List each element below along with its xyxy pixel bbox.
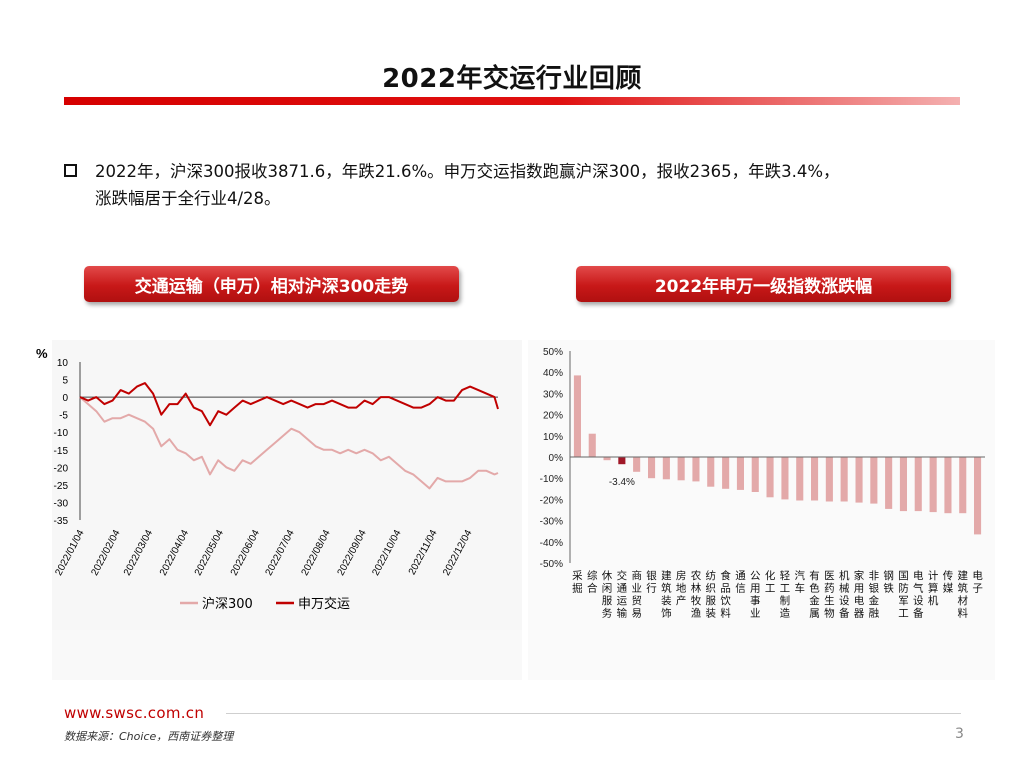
category-label: 综合 [587,569,598,595]
y-tick-label: -5 [59,411,68,422]
bar-15 [781,457,789,500]
bar-19 [840,457,848,502]
footer-source: 数据来源：Choice，西南证券整理 [64,730,234,743]
left-chart-header: 交通运输（申万）相对沪深300走势 [84,266,459,302]
y-tick-label: 10% [543,432,563,443]
bar-18 [825,457,833,502]
bar-20 [855,457,863,503]
y-tick-label: 30% [543,389,563,400]
category-label: 农林牧渔 [691,569,702,620]
bar-8 [677,457,685,481]
y-tick-label: -15 [54,446,69,457]
bar-2 [588,433,596,457]
y-tick-label: -10% [540,474,563,485]
right-chart-header: 2022年申万一级指数涨跌幅 [576,266,951,302]
bar-3 [603,457,611,461]
category-label: 商业贸易 [631,569,642,620]
category-label: 轻工制造 [780,569,791,620]
footer-url[interactable]: www.swsc.com.cn [64,704,205,722]
y-axis-label: % [36,346,48,361]
category-label: 房地产 [676,569,687,607]
y-tick-label: -35 [54,516,69,527]
bullet-square-icon [64,164,77,177]
bar-17 [811,457,819,501]
category-label: 休闲服务 [602,570,613,620]
footer-divider [226,713,961,714]
y-tick-label: -25 [54,481,69,492]
category-label: 计算机 [928,569,939,607]
y-tick-label: -20% [540,495,563,506]
category-label: 汽车 [794,569,805,595]
bar-27 [959,457,967,514]
category-label: 钢铁 [883,569,894,595]
series-line-hs300 [79,396,499,490]
bar-24 [914,457,922,512]
left-chart-panel [52,340,522,630]
page-title: 2022年交运行业回顾 [382,64,642,94]
summary-line-2: 涨跌幅居于全行业4/28。 [95,189,281,208]
summary-line-1: 2022年，沪深300报收3871.6，年跌21.6%。申万交运指数跑赢沪深30… [95,162,840,181]
y-tick-label: -30% [540,517,563,528]
y-tick-label: 0% [549,453,564,464]
category-label: 银行 [646,569,657,595]
y-tick-label: 20% [543,411,563,422]
category-label: 电气设备 [913,569,924,620]
bar-28 [974,457,982,535]
bar-23 [899,457,907,512]
bar-10 [707,457,715,487]
category-label: 纺织服装 [706,569,717,620]
category-label: 家用电器 [854,569,865,620]
bar-4 [618,457,626,465]
bar-5 [633,457,641,472]
summary-text: 2022年，沪深300报收3871.6，年跌21.6%。申万交运指数跑赢沪深30… [95,158,965,212]
category-label: 食品饮料 [720,569,731,620]
category-label: 建筑材料 [958,569,969,620]
bar-26 [944,457,952,514]
y-tick-label: 5 [62,376,68,387]
page-number: 3 [955,726,964,742]
data-label: -3.4% [609,477,635,488]
category-label: 机械设备 [839,569,850,620]
category-label: 建筑装饰 [661,569,672,620]
bar-25 [929,457,937,513]
bar-1 [573,375,581,457]
bar-13 [751,457,759,492]
category-label: 通信 [735,570,746,595]
left-chart-panel-bottom [52,630,522,680]
bar-11 [722,457,730,489]
bar-21 [870,457,878,504]
category-label: 采掘 [572,570,583,595]
category-label: 国防军工 [898,570,909,620]
legend-label: 沪深300 [202,596,253,612]
bar-14 [766,457,774,498]
category-label: 交通运输 [617,569,628,620]
category-label: 非银金融 [869,570,880,620]
category-label: 公用事业 [750,570,761,620]
bar-12 [736,457,744,490]
y-tick-label: -50% [540,559,563,570]
category-label: 传媒 [943,570,954,595]
bar-9 [692,457,700,482]
category-label: 有色金属 [809,569,820,620]
category-label: 医药生物 [824,570,835,620]
title-underline [64,97,960,105]
bar-7 [662,457,670,480]
bar-16 [796,457,804,501]
category-label: 化工 [765,569,776,595]
y-tick-label: 50% [543,347,563,358]
y-tick-label: 40% [543,368,563,379]
y-tick-label: -20 [54,463,69,474]
series-line-transport [79,382,499,427]
bar-22 [885,457,893,509]
y-tick-label: -40% [540,538,563,549]
legend-label: 申万交运 [298,596,350,612]
y-tick-label: -10 [54,428,69,439]
y-tick-label: 0 [62,393,68,404]
y-tick-label: 10 [57,358,69,369]
bar-6 [648,457,656,479]
y-tick-label: -30 [54,498,69,509]
category-label: 电子 [972,569,983,595]
